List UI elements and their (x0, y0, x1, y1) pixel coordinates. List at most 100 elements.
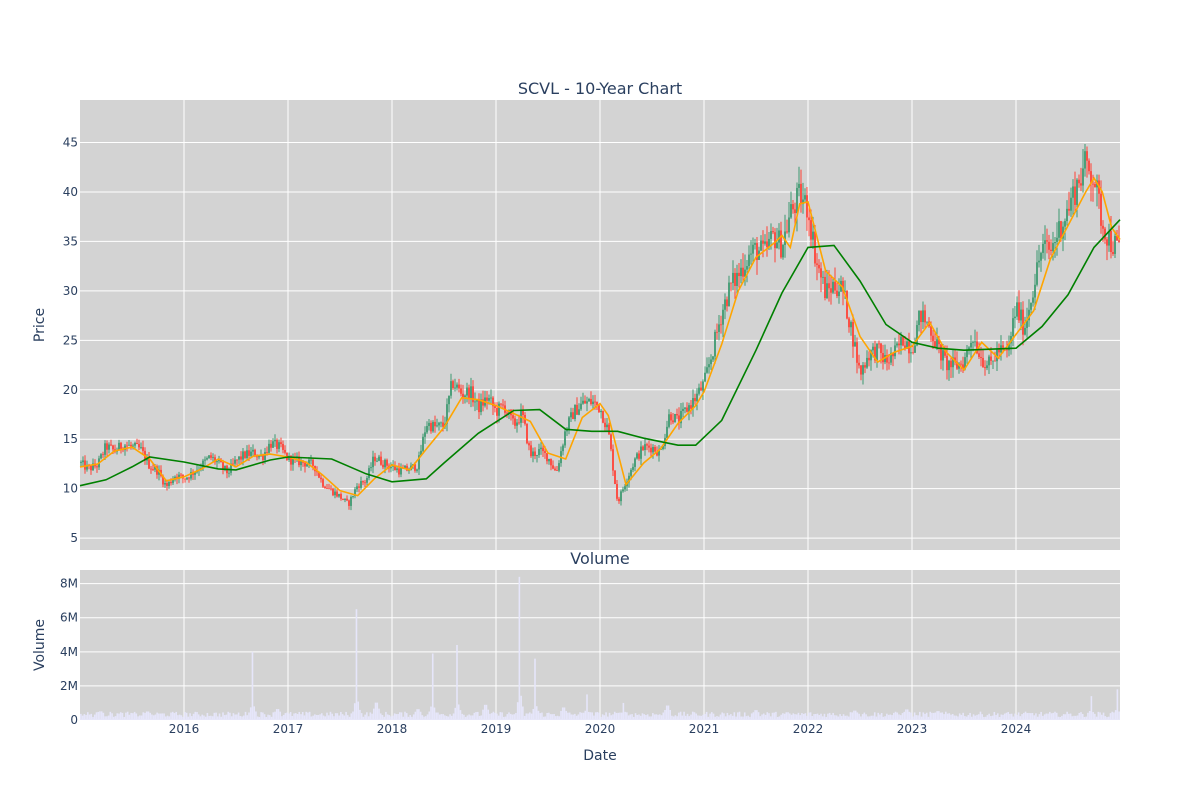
candle-body (1048, 241, 1050, 250)
volume-subtitle: Volume (570, 549, 630, 568)
volume-bar (125, 712, 127, 720)
volume-bar (215, 712, 217, 720)
volume-bar (1057, 716, 1060, 720)
volume-bar (591, 712, 593, 720)
candle-body (602, 410, 604, 423)
volume-bar (236, 714, 238, 720)
candle-body (774, 232, 776, 249)
volume-bar (185, 712, 188, 720)
volume-bar (898, 714, 900, 720)
volume-bar (743, 712, 746, 720)
volume-bar (194, 711, 197, 720)
candle-body (744, 269, 746, 277)
candle-body (1092, 183, 1094, 185)
candle-body (242, 451, 244, 460)
volume-bar (433, 707, 436, 720)
candle-body (936, 339, 938, 348)
volume-bar (192, 713, 195, 720)
volume-bar (260, 712, 262, 720)
volume-bar (667, 705, 670, 720)
volume-bar (815, 714, 817, 720)
volume-bar (587, 711, 590, 720)
price-tick-label: 20 (63, 383, 78, 397)
candle-body (1034, 284, 1036, 298)
candle-body (1038, 260, 1040, 263)
candle-body (630, 469, 632, 476)
volume-bar (137, 716, 139, 720)
volume-bar (555, 716, 557, 720)
volume-bar (126, 711, 129, 720)
date-tick-label: 2021 (689, 722, 720, 736)
volume-bar (322, 715, 325, 720)
candle-body (948, 360, 950, 371)
candle-body (622, 489, 624, 492)
volume-bar (828, 712, 831, 720)
candle-body (558, 463, 560, 471)
volume-bar (977, 714, 980, 720)
volume-bar (775, 711, 777, 720)
candle-body (310, 459, 312, 461)
volume-bar (90, 713, 93, 720)
candle-body (252, 449, 254, 452)
volume-bar (324, 716, 327, 720)
candle-body (608, 424, 610, 435)
volume-bar (984, 716, 987, 720)
volume-bar (669, 710, 671, 720)
candle-body (830, 288, 832, 293)
candle-body (792, 204, 794, 210)
volume-bar (613, 711, 616, 720)
candle-body (274, 439, 276, 442)
candle-body (324, 486, 326, 489)
volume-bar (593, 715, 595, 720)
candle-body (496, 408, 498, 416)
volume-bar (1109, 713, 1112, 720)
volume-bar (399, 712, 401, 720)
volume-bar (981, 714, 983, 720)
volume-bar (378, 708, 380, 720)
candle-body (954, 357, 956, 362)
volume-bar (418, 709, 420, 720)
volume-bar (395, 714, 398, 720)
price-tick-label: 45 (63, 136, 78, 150)
volume-bar (1113, 712, 1115, 720)
candle-body (914, 345, 916, 353)
candle-body (530, 445, 532, 457)
candle-body (944, 350, 946, 356)
volume-bar (659, 714, 661, 720)
volume-bar (653, 714, 656, 720)
volume-bar (747, 715, 749, 720)
candle-body (566, 429, 568, 432)
candle-body (676, 414, 678, 416)
volume-bar (983, 716, 985, 720)
candle-body (658, 449, 660, 456)
volume-bar (494, 712, 496, 720)
candle-body (1084, 151, 1086, 169)
candle-body (634, 458, 636, 467)
date-tick-label: 2020 (585, 722, 616, 736)
candle-body (1094, 183, 1096, 188)
candle-body (964, 357, 966, 370)
volume-bar (456, 645, 458, 720)
candle-body (886, 355, 888, 363)
volume-bar (296, 714, 299, 720)
chart-title: SCVL - 10-Year Chart (518, 79, 682, 98)
candle-body (672, 420, 674, 423)
volume-bar (776, 717, 779, 720)
candle-body (454, 387, 456, 389)
volume-bar (435, 712, 437, 720)
volume-bar (638, 714, 640, 720)
volume-bar (509, 713, 512, 720)
candle-body (714, 331, 716, 357)
candle-body (82, 460, 84, 463)
volume-bar (627, 715, 630, 720)
volume-bar (386, 714, 389, 720)
candle-body (384, 459, 386, 468)
volume-axis-title: Volume (32, 619, 48, 671)
volume-bar (950, 714, 952, 720)
candle-body (680, 410, 682, 424)
volume-bar (104, 716, 106, 720)
volume-bar (87, 712, 89, 720)
volume-bar (542, 716, 545, 720)
volume-bar (619, 712, 621, 720)
volume-bar (357, 701, 359, 720)
